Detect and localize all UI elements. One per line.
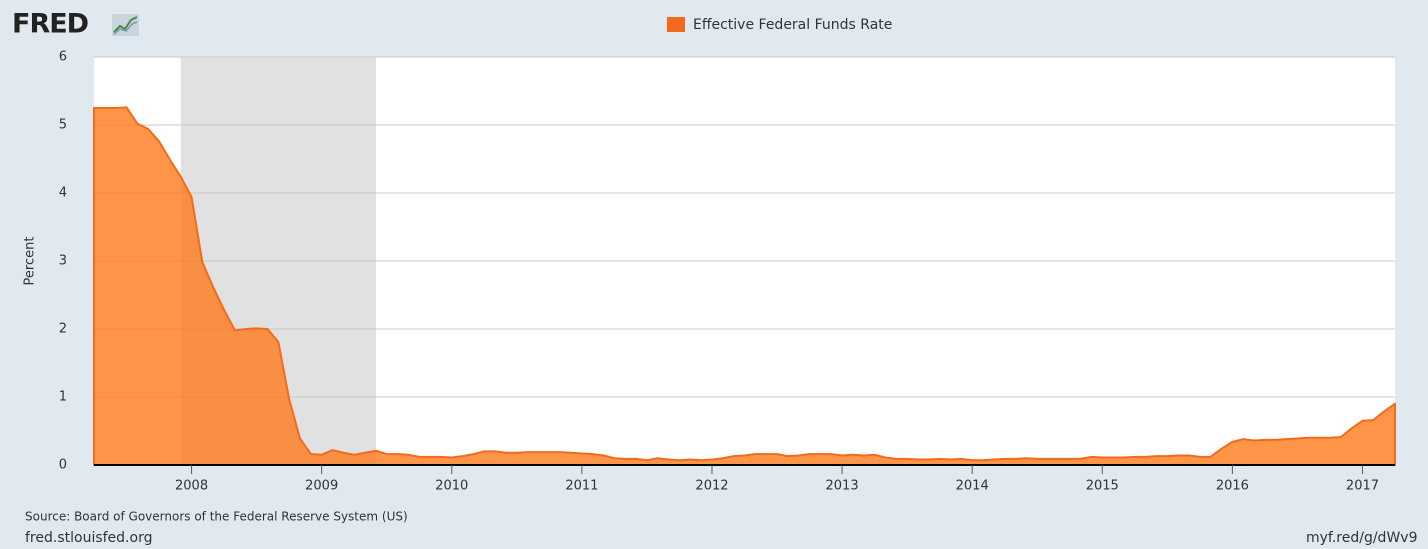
y-tick-label: 3 — [59, 254, 67, 269]
logo-icon — [112, 14, 139, 36]
logo: FRED — [12, 9, 88, 40]
x-tick-label: 2015 — [1086, 479, 1119, 494]
x-tick-label: 2009 — [305, 479, 338, 494]
y-tick-label: 4 — [59, 186, 67, 201]
x-tick-label: 2008 — [175, 479, 208, 494]
x-tick-label: 2016 — [1216, 479, 1249, 494]
x-tick-label: 2014 — [956, 479, 989, 494]
y-tick-label: 1 — [59, 390, 67, 405]
y-tick-label: 0 — [59, 458, 67, 473]
area — [93, 106, 1396, 466]
legend-label: Effective Federal Funds Rate — [693, 17, 892, 33]
x-tick-label: 2012 — [695, 479, 728, 494]
x-tick-label: 2013 — [826, 479, 859, 494]
x-tick-label: 2017 — [1346, 479, 1379, 494]
legend-swatch — [667, 17, 685, 32]
y-tick-label: 5 — [59, 118, 67, 133]
x-tick-label: 2011 — [565, 479, 598, 494]
site: fred.stlouisfed.org — [25, 530, 152, 546]
y-axis-label: Percent — [23, 237, 38, 286]
source: Source: Board of Governors of the Federa… — [25, 510, 408, 524]
x-tick-label: 2010 — [435, 479, 468, 494]
y-tick-label: 6 — [59, 50, 67, 65]
short-url: myf.red/g/dWv9 — [1306, 530, 1417, 546]
y-tick-label: 2 — [59, 322, 67, 337]
